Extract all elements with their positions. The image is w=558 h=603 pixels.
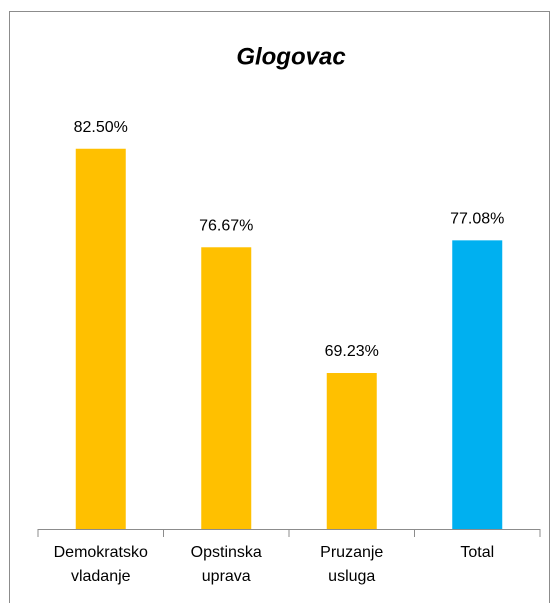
x-tick-label-box: Total: [460, 544, 495, 561]
bar: [75, 148, 126, 529]
x-tick-label-box: Opstinska uprava: [190, 544, 262, 585]
data-label: 77.08%: [450, 211, 504, 228]
x-tick-label: Demokratsko vladanje: [53, 544, 148, 585]
data-label: 69.23%: [325, 343, 379, 360]
x-tick-label: Total: [460, 544, 495, 561]
bar: [201, 247, 252, 530]
x-tick-label: Pruzanje usluga: [320, 544, 384, 585]
data-label: 76.67%: [199, 217, 253, 234]
bar: [452, 240, 503, 529]
chart-title: Glogovac: [236, 43, 345, 70]
x-tick-label: Opstinska uprava: [190, 544, 262, 585]
x-tick-label-box: Demokratsko vladanje: [53, 544, 148, 585]
x-tick-label-box: Pruzanje usluga: [320, 544, 384, 585]
data-label: 82.50%: [74, 119, 128, 136]
bar: [326, 373, 377, 529]
